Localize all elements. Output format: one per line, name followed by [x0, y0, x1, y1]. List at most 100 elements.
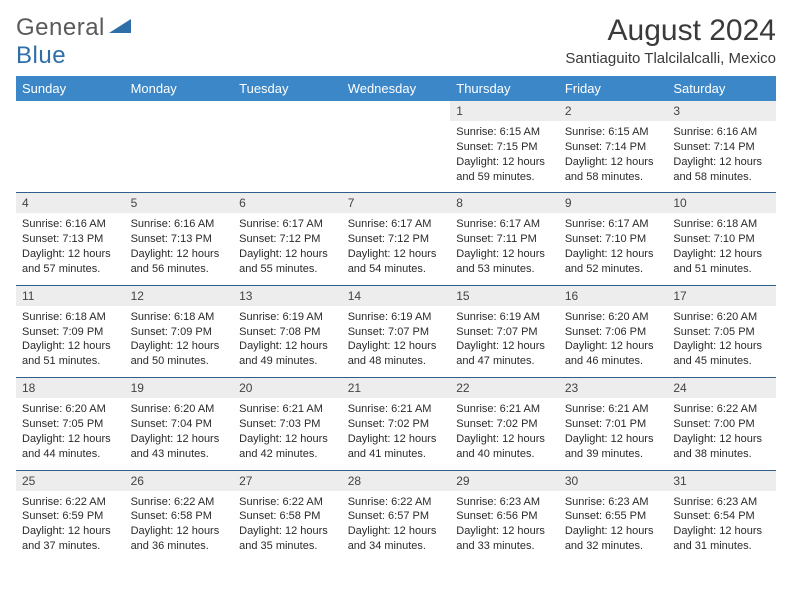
daylight-line: Daylight: 12 hours and 50 minutes. — [131, 339, 228, 369]
sunrise-line: Sunrise: 6:23 AM — [456, 495, 553, 510]
sunrise-line: Sunrise: 6:19 AM — [456, 310, 553, 325]
day-content: Sunrise: 6:23 AMSunset: 6:54 PMDaylight:… — [667, 491, 776, 562]
day-content: Sunrise: 6:23 AMSunset: 6:55 PMDaylight:… — [559, 491, 668, 562]
day-number: 11 — [16, 285, 125, 306]
sunrise-line: Sunrise: 6:22 AM — [673, 402, 770, 417]
calendar-day-cell: 5Sunrise: 6:16 AMSunset: 7:13 PMDaylight… — [125, 192, 234, 284]
day-number: 13 — [233, 285, 342, 306]
daylight-line: Daylight: 12 hours and 40 minutes. — [456, 432, 553, 462]
calendar-day-cell: 12Sunrise: 6:18 AMSunset: 7:09 PMDayligh… — [125, 285, 234, 377]
daylight-line: Daylight: 12 hours and 51 minutes. — [22, 339, 119, 369]
calendar-day-cell: 25Sunrise: 6:22 AMSunset: 6:59 PMDayligh… — [16, 470, 125, 562]
daylight-line: Daylight: 12 hours and 56 minutes. — [131, 247, 228, 277]
day-number: 9 — [559, 192, 668, 213]
day-content: Sunrise: 6:22 AMSunset: 7:00 PMDaylight:… — [667, 398, 776, 469]
sunset-line: Sunset: 7:08 PM — [239, 325, 336, 340]
day-content: Sunrise: 6:20 AMSunset: 7:05 PMDaylight:… — [667, 306, 776, 377]
day-number: 30 — [559, 470, 668, 491]
daylight-line: Daylight: 12 hours and 53 minutes. — [456, 247, 553, 277]
sunset-line: Sunset: 7:01 PM — [565, 417, 662, 432]
sunrise-line: Sunrise: 6:22 AM — [22, 495, 119, 510]
day-number: 8 — [450, 192, 559, 213]
sunrise-line: Sunrise: 6:17 AM — [456, 217, 553, 232]
daylight-line: Daylight: 12 hours and 55 minutes. — [239, 247, 336, 277]
day-number: 3 — [667, 101, 776, 121]
logo-text-blue: Blue — [16, 42, 66, 69]
day-number: 28 — [342, 470, 451, 491]
day-number: 16 — [559, 285, 668, 306]
sunset-line: Sunset: 7:05 PM — [673, 325, 770, 340]
calendar-week-row: . . . . 1Sunrise: 6:15 AMSunset: 7:15 PM… — [16, 101, 776, 192]
calendar-day-cell: . — [16, 101, 125, 192]
sunset-line: Sunset: 7:07 PM — [348, 325, 445, 340]
day-content: Sunrise: 6:18 AMSunset: 7:10 PMDaylight:… — [667, 213, 776, 284]
calendar-day-cell: 19Sunrise: 6:20 AMSunset: 7:04 PMDayligh… — [125, 377, 234, 469]
day-content: Sunrise: 6:17 AMSunset: 7:12 PMDaylight:… — [342, 213, 451, 284]
sunset-line: Sunset: 6:59 PM — [22, 509, 119, 524]
calendar-day-cell: 7Sunrise: 6:17 AMSunset: 7:12 PMDaylight… — [342, 192, 451, 284]
sunrise-line: Sunrise: 6:21 AM — [348, 402, 445, 417]
sunrise-line: Sunrise: 6:17 AM — [565, 217, 662, 232]
sunset-line: Sunset: 7:13 PM — [131, 232, 228, 247]
day-content: Sunrise: 6:16 AMSunset: 7:14 PMDaylight:… — [667, 121, 776, 192]
calendar-day-cell: 16Sunrise: 6:20 AMSunset: 7:06 PMDayligh… — [559, 285, 668, 377]
day-number: 4 — [16, 192, 125, 213]
daylight-line: Daylight: 12 hours and 34 minutes. — [348, 524, 445, 554]
daylight-line: Daylight: 12 hours and 39 minutes. — [565, 432, 662, 462]
sunset-line: Sunset: 7:14 PM — [673, 140, 770, 155]
daylight-line: Daylight: 12 hours and 57 minutes. — [22, 247, 119, 277]
calendar-day-cell: 23Sunrise: 6:21 AMSunset: 7:01 PMDayligh… — [559, 377, 668, 469]
daylight-line: Daylight: 12 hours and 58 minutes. — [565, 155, 662, 185]
sunrise-line: Sunrise: 6:19 AM — [239, 310, 336, 325]
sunrise-line: Sunrise: 6:23 AM — [673, 495, 770, 510]
calendar-day-cell: 14Sunrise: 6:19 AMSunset: 7:07 PMDayligh… — [342, 285, 451, 377]
sunrise-line: Sunrise: 6:18 AM — [22, 310, 119, 325]
sunset-line: Sunset: 6:58 PM — [131, 509, 228, 524]
day-content: Sunrise: 6:15 AMSunset: 7:14 PMDaylight:… — [559, 121, 668, 192]
weekday-header: Thursday — [450, 76, 559, 101]
sunset-line: Sunset: 7:00 PM — [673, 417, 770, 432]
sunrise-line: Sunrise: 6:23 AM — [565, 495, 662, 510]
daylight-line: Daylight: 12 hours and 35 minutes. — [239, 524, 336, 554]
day-content: Sunrise: 6:17 AMSunset: 7:11 PMDaylight:… — [450, 213, 559, 284]
daylight-line: Daylight: 12 hours and 58 minutes. — [673, 155, 770, 185]
sunrise-line: Sunrise: 6:21 AM — [456, 402, 553, 417]
day-number: 10 — [667, 192, 776, 213]
daylight-line: Daylight: 12 hours and 49 minutes. — [239, 339, 336, 369]
sunrise-line: Sunrise: 6:16 AM — [22, 217, 119, 232]
logo: General Blue — [16, 14, 131, 70]
calendar-day-cell: 11Sunrise: 6:18 AMSunset: 7:09 PMDayligh… — [16, 285, 125, 377]
weekday-header: Tuesday — [233, 76, 342, 101]
sunrise-line: Sunrise: 6:22 AM — [239, 495, 336, 510]
calendar-day-cell: 6Sunrise: 6:17 AMSunset: 7:12 PMDaylight… — [233, 192, 342, 284]
sunset-line: Sunset: 7:06 PM — [565, 325, 662, 340]
day-content: Sunrise: 6:22 AMSunset: 6:58 PMDaylight:… — [125, 491, 234, 562]
daylight-line: Daylight: 12 hours and 48 minutes. — [348, 339, 445, 369]
calendar-day-cell: 15Sunrise: 6:19 AMSunset: 7:07 PMDayligh… — [450, 285, 559, 377]
sunset-line: Sunset: 7:04 PM — [131, 417, 228, 432]
sunrise-line: Sunrise: 6:20 AM — [565, 310, 662, 325]
daylight-line: Daylight: 12 hours and 32 minutes. — [565, 524, 662, 554]
sunset-line: Sunset: 7:09 PM — [131, 325, 228, 340]
calendar-day-cell: 18Sunrise: 6:20 AMSunset: 7:05 PMDayligh… — [16, 377, 125, 469]
calendar-day-cell: 22Sunrise: 6:21 AMSunset: 7:02 PMDayligh… — [450, 377, 559, 469]
calendar-day-cell: . — [342, 101, 451, 192]
logo-text: General Blue — [16, 14, 131, 70]
day-content: Sunrise: 6:19 AMSunset: 7:08 PMDaylight:… — [233, 306, 342, 377]
daylight-line: Daylight: 12 hours and 52 minutes. — [565, 247, 662, 277]
calendar-day-cell: 4Sunrise: 6:16 AMSunset: 7:13 PMDaylight… — [16, 192, 125, 284]
sunset-line: Sunset: 7:07 PM — [456, 325, 553, 340]
sunset-line: Sunset: 6:57 PM — [348, 509, 445, 524]
day-number: 26 — [125, 470, 234, 491]
daylight-line: Daylight: 12 hours and 31 minutes. — [673, 524, 770, 554]
calendar-day-cell: 2Sunrise: 6:15 AMSunset: 7:14 PMDaylight… — [559, 101, 668, 192]
sunset-line: Sunset: 7:12 PM — [239, 232, 336, 247]
weekday-header: Friday — [559, 76, 668, 101]
day-number: 14 — [342, 285, 451, 306]
day-number: 18 — [16, 377, 125, 398]
calendar-day-cell: 21Sunrise: 6:21 AMSunset: 7:02 PMDayligh… — [342, 377, 451, 469]
sunset-line: Sunset: 6:55 PM — [565, 509, 662, 524]
sunrise-line: Sunrise: 6:18 AM — [673, 217, 770, 232]
day-number: 6 — [233, 192, 342, 213]
day-content: Sunrise: 6:22 AMSunset: 6:59 PMDaylight:… — [16, 491, 125, 562]
